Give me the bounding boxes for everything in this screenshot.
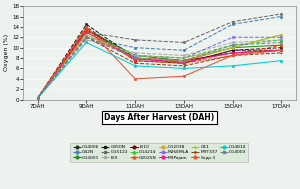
Legend: CG4006, G42N, CG3001, G350N, CG5122, B.9, B.10, CG4214, G2025N, CG2038, M26EMLA,: CG4006, G42N, CG3001, G350N, CG5122, B.9… [70,143,248,162]
X-axis label: Days After Harvest (DAH): Days After Harvest (DAH) [104,113,214,122]
Y-axis label: Oxygen (%): Oxygen (%) [4,34,9,71]
